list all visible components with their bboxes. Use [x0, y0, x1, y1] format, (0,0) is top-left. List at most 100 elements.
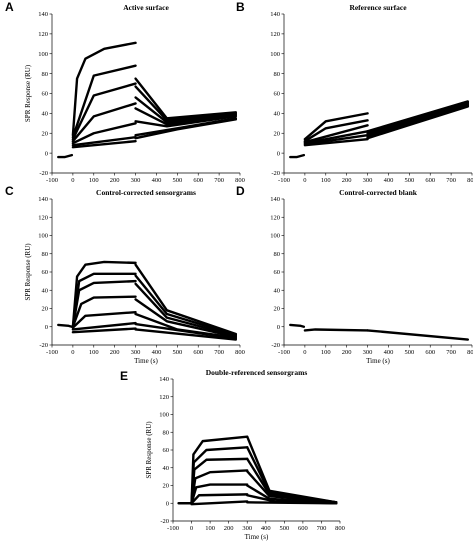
x-tick-label: 400 — [152, 177, 162, 184]
x-tick-label: 100 — [89, 349, 99, 356]
x-tick-label: 400 — [384, 177, 394, 184]
x-tick-label: 800 — [235, 349, 245, 356]
association-curve-7 — [190, 435, 249, 505]
y-tick-label: 40 — [42, 111, 49, 118]
chart-panel-e: E Double-referenced sensorgrams -20 0 20 40 60… — [120, 368, 345, 541]
x-tick-label: 600 — [193, 177, 203, 184]
association-curve-2 — [190, 493, 249, 505]
x-tick-label: 500 — [279, 525, 289, 532]
association-curve-1 — [303, 328, 369, 332]
y-tick-label: 80 — [42, 71, 49, 78]
x-tick-label: 400 — [384, 349, 394, 356]
y-axis-label: SPR Response (RU) — [145, 421, 153, 479]
chart-title: Reference surface — [349, 3, 407, 12]
association-curve-4 — [71, 102, 137, 143]
x-tick-label: 600 — [193, 349, 203, 356]
dissociation-curve-3 — [134, 115, 238, 128]
x-tick-label: 300 — [363, 349, 373, 356]
x-tick-label: 0 — [190, 525, 193, 532]
x-tick-label: 800 — [235, 177, 245, 184]
association-curve-2 — [71, 321, 137, 331]
association-curve-1 — [303, 138, 369, 147]
y-tick-label: 60 — [163, 447, 170, 454]
x-tick-label: 200 — [342, 349, 352, 356]
y-tick-label: 40 — [274, 287, 281, 294]
dissociation-curve-5 — [134, 282, 238, 338]
x-tick-label: 100 — [321, 349, 331, 356]
x-tick-label: 300 — [242, 525, 252, 532]
y-tick-label: 120 — [270, 31, 280, 38]
panel-letter: D — [236, 184, 245, 198]
y-tick-label: 80 — [274, 251, 281, 258]
y-tick-label: 60 — [42, 91, 49, 98]
dissociation-curve-3 — [246, 484, 338, 505]
x-axis-label: Time (s) — [366, 357, 390, 365]
y-tick-label: 20 — [42, 306, 49, 313]
y-tick-label: -20 — [39, 342, 48, 349]
x-tick-label: 600 — [425, 177, 435, 184]
x-tick-label: 800 — [335, 525, 345, 532]
dissociation-curve-6 — [134, 85, 238, 122]
baseline-curve — [289, 153, 306, 159]
y-tick-label: 140 — [159, 376, 169, 383]
association-curve-6 — [303, 112, 369, 141]
chart-panel-a: A Active surface -20 0 20 40 60 80 100 120 140 -100… — [5, 0, 245, 184]
x-tick-label: 200 — [110, 349, 120, 356]
x-tick-label: 500 — [172, 349, 182, 356]
panel-letter: A — [5, 0, 14, 14]
dissociation-curve-4 — [134, 107, 238, 126]
y-tick-label: 20 — [42, 130, 49, 137]
dissociation-curve-1 — [366, 329, 470, 341]
dissociation-curve-3 — [134, 312, 238, 339]
x-tick-label: 100 — [205, 525, 215, 532]
x-tick-label: -100 — [167, 525, 179, 532]
y-tick-label: 80 — [274, 71, 281, 78]
association-curve-4 — [71, 295, 137, 328]
dissociation-curve-7 — [134, 77, 238, 120]
chart-title: Double-referenced sensorgrams — [206, 368, 308, 377]
x-tick-label: 500 — [172, 177, 182, 184]
y-tick-label: 100 — [270, 233, 280, 240]
baseline-curve — [289, 323, 306, 328]
x-tick-label: -100 — [278, 349, 290, 356]
y-tick-label: -20 — [160, 518, 169, 525]
association-curve-7 — [71, 41, 137, 137]
x-tick-label: 500 — [404, 177, 414, 184]
y-tick-label: 100 — [159, 412, 169, 419]
y-tick-label: 0 — [277, 150, 280, 157]
x-tick-label: 200 — [224, 525, 234, 532]
x-tick-label: 800 — [467, 349, 473, 356]
dissociation-curve-4 — [134, 298, 238, 338]
y-tick-label: 120 — [270, 214, 280, 221]
chart-title: Active surface — [123, 3, 169, 12]
x-tick-label: 800 — [467, 177, 473, 184]
association-curve-5 — [190, 457, 249, 505]
y-tick-label: 120 — [38, 214, 48, 221]
chart-panel-b: B Reference surface -20 0 20 40 60 80 100 120 140 -… — [236, 0, 473, 184]
x-tick-label: 0 — [303, 177, 306, 184]
dissociation-curve-7 — [246, 435, 338, 504]
y-tick-label: 120 — [159, 394, 169, 401]
y-axis-label: SPR Response (RU) — [24, 64, 32, 122]
chart-title: Control-corrected sensorgrams — [96, 188, 196, 197]
panel-letter: B — [236, 0, 245, 14]
x-tick-label: 0 — [71, 349, 74, 356]
y-tick-label: 0 — [277, 324, 280, 331]
x-tick-label: 300 — [131, 349, 141, 356]
y-tick-label: 0 — [166, 500, 169, 507]
x-tick-label: 300 — [131, 177, 141, 184]
association-curve-5 — [303, 119, 369, 143]
x-tick-label: 700 — [446, 349, 456, 356]
x-tick-label: 200 — [342, 177, 352, 184]
y-tick-label: 60 — [274, 269, 281, 276]
y-tick-label: 120 — [38, 31, 48, 38]
x-tick-label: 700 — [317, 525, 327, 532]
x-axis-label: Time (s) — [245, 533, 269, 541]
y-tick-label: 40 — [163, 465, 170, 472]
y-tick-label: -20 — [39, 170, 48, 177]
association-curve-3 — [71, 310, 137, 329]
y-tick-label: 40 — [274, 111, 281, 118]
association-curve-1 — [190, 500, 249, 506]
chart-panel-d: D Control-corrected blank -20 0 20 40 60 80 100 1… — [236, 184, 473, 365]
association-curve-6 — [71, 64, 137, 139]
